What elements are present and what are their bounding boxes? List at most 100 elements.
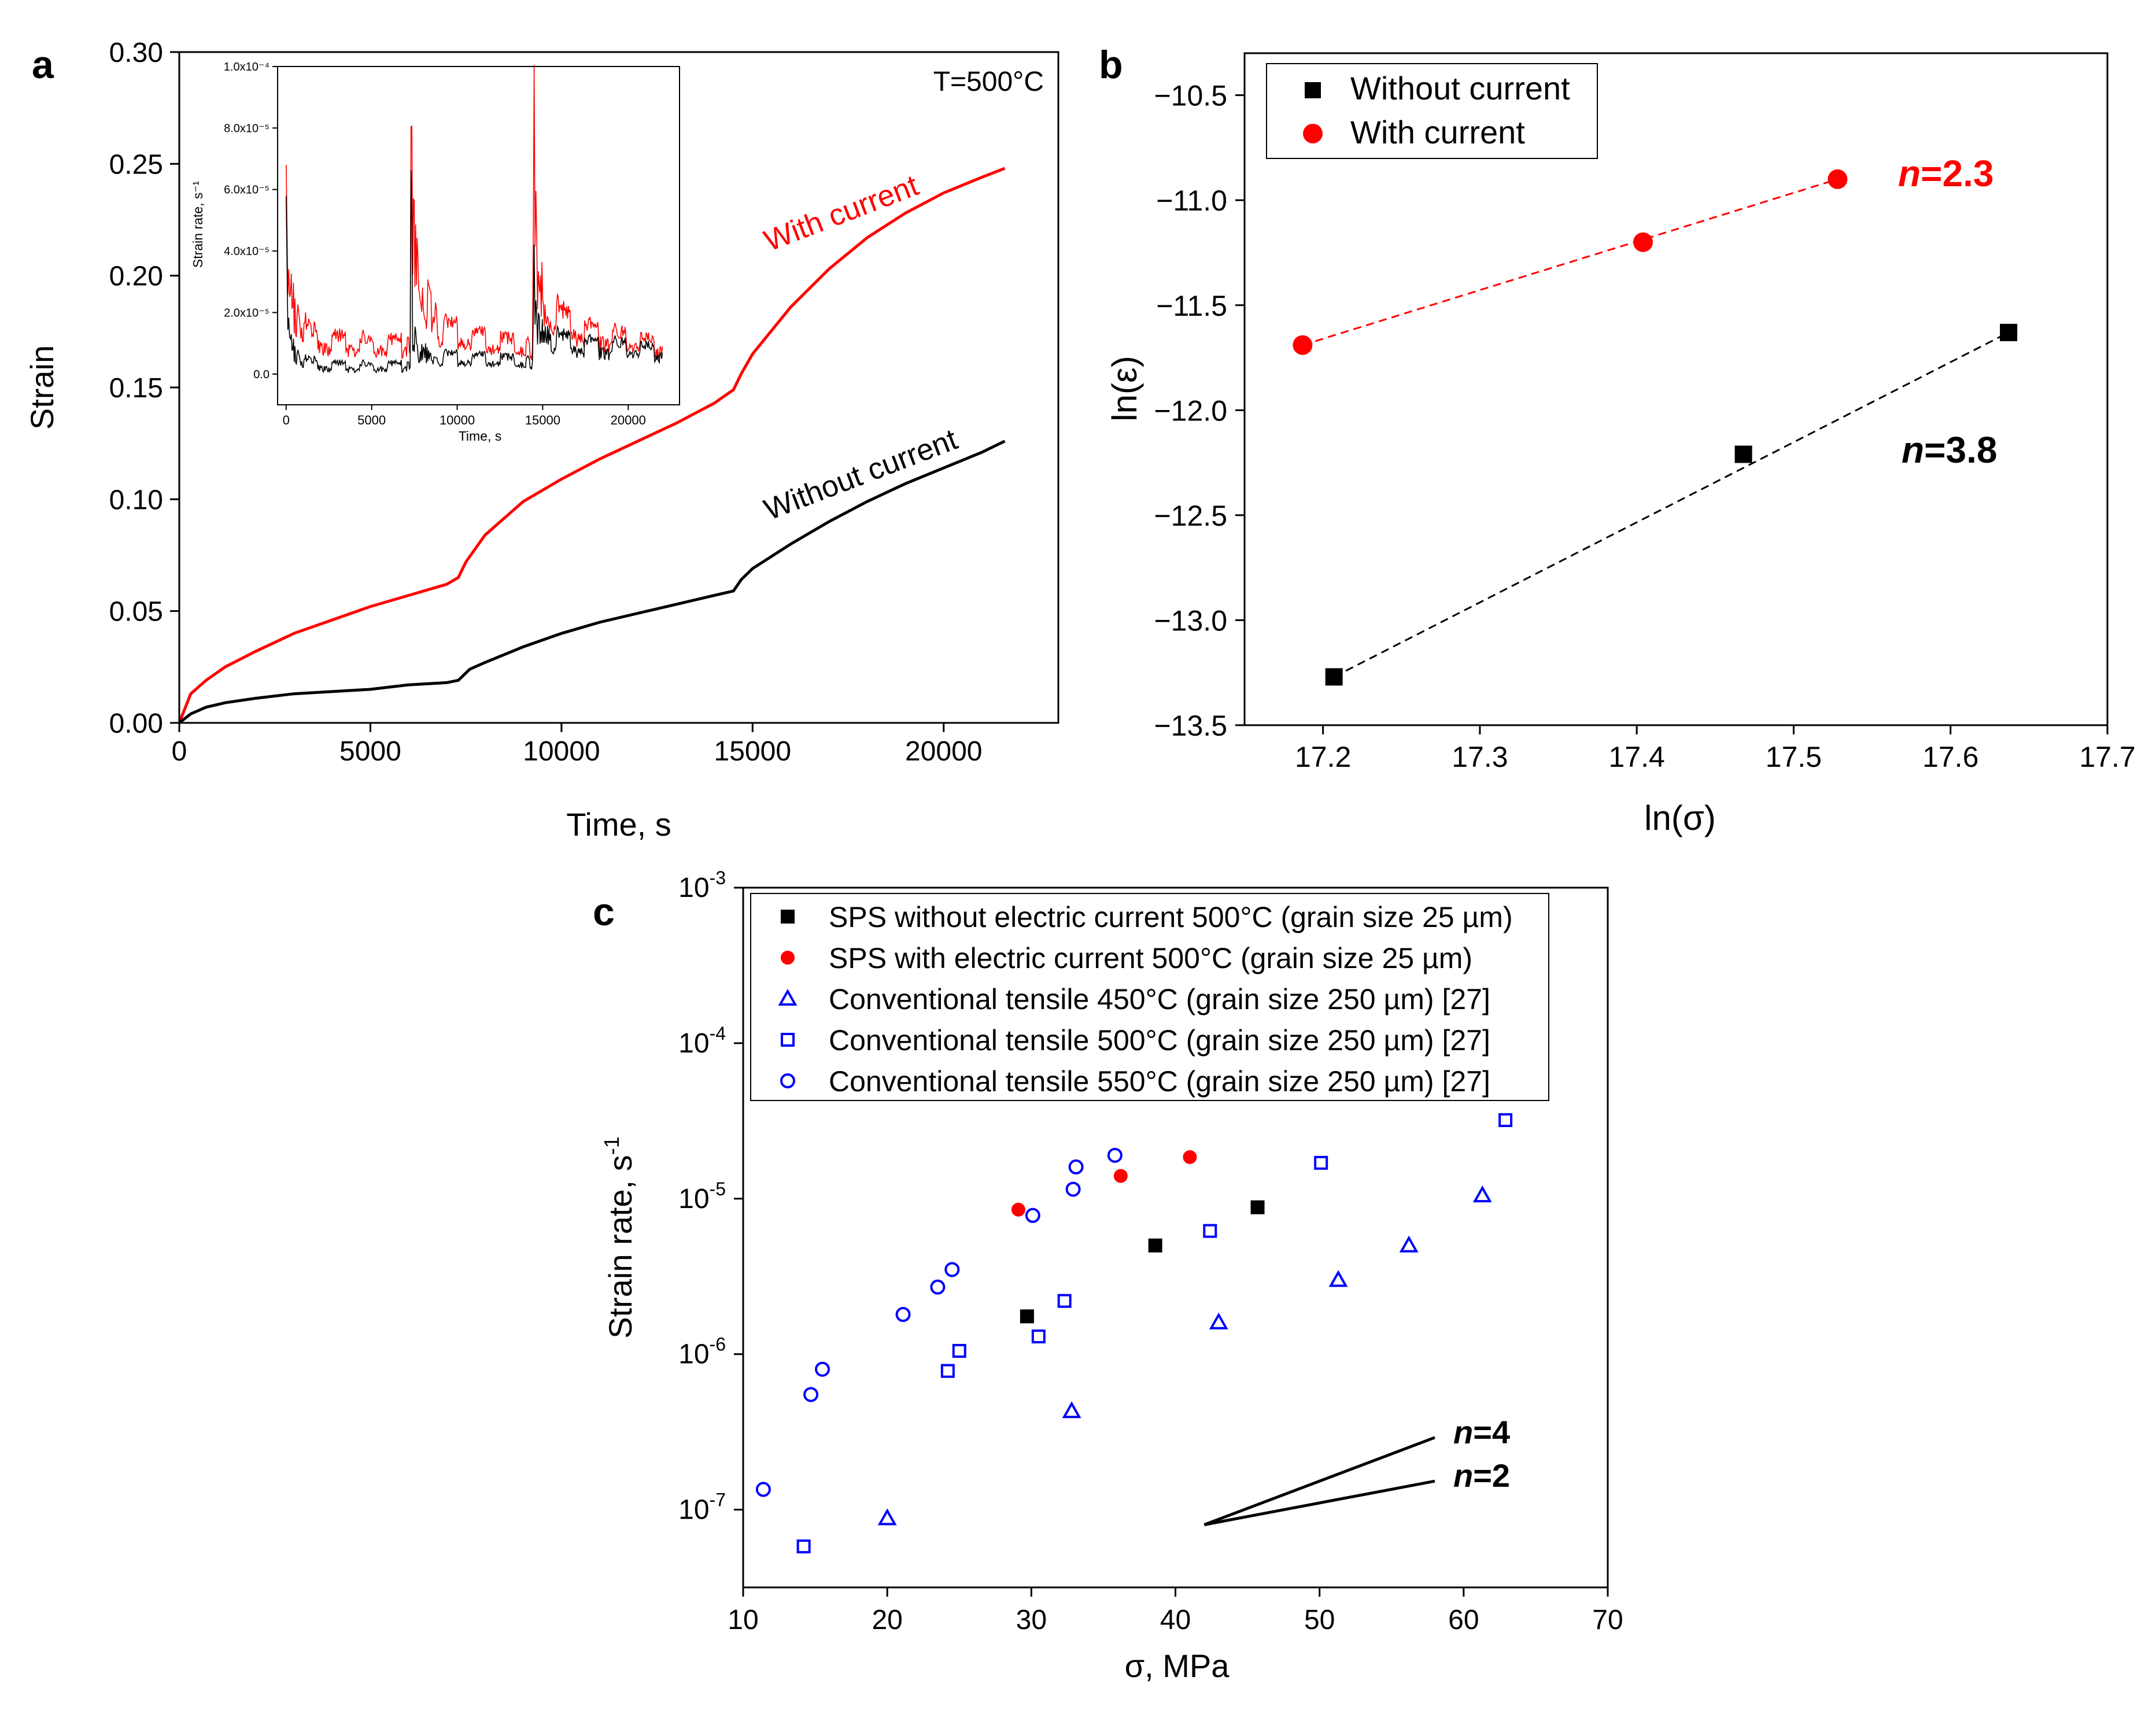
data-point: [952, 1343, 966, 1358]
y-tick-label: −10.5: [1154, 80, 1227, 112]
fit-line: [1302, 178, 1838, 346]
y-tick-exponent: -3: [710, 867, 726, 888]
y-tick-label: 0.05: [109, 597, 163, 627]
data-point: [1183, 1150, 1197, 1164]
series-line-without-current: [178, 439, 1006, 724]
data-point: [1498, 1113, 1513, 1127]
inset-x-tick-label: 10000: [440, 413, 475, 427]
x-tick-label: 40: [1160, 1605, 1191, 1635]
without-current-annotation: Without current: [760, 423, 962, 527]
legend-marker-circle: [1303, 124, 1323, 143]
panel-a-xlabel: Time, s: [566, 806, 671, 843]
data-point: [1011, 1202, 1025, 1217]
panel-b: 17.2 17.3 17.4 17.5 17.6 17.7 −13.5 −13.0 −12.5 −…: [1105, 52, 2136, 837]
data-point: [1250, 1200, 1265, 1214]
x-tick-label: 17.2: [1295, 741, 1351, 773]
with-current-annotation: With current: [760, 168, 924, 258]
x-tick-label: 20000: [905, 736, 982, 767]
legend-entries: SPS without electric current 500°C (grai…: [778, 901, 1513, 1098]
legend-label: Conventional tensile 450°C (grain size 2…: [829, 983, 1490, 1015]
inset-y-tick-label: 2.0x10⁻⁵: [224, 306, 270, 319]
panel-b-series: [1293, 169, 2018, 686]
x-tick-label: 50: [1304, 1605, 1335, 1635]
legend-label: SPS without electric current 500°C (grai…: [829, 901, 1513, 933]
fit-line: [1333, 331, 2009, 678]
panel-a: 0 5000 10000 15000 200000.000.050.100.150.20…: [24, 38, 1059, 843]
inset-x-tick-label: 5000: [357, 413, 386, 427]
inset-xlabel: Time, s: [459, 429, 502, 444]
x-tick-label: 15000: [714, 736, 791, 767]
data-point: [796, 1539, 811, 1554]
data-point-circle: [1293, 335, 1313, 355]
data-point-square: [2000, 323, 2018, 341]
slope-guide-line: [1203, 1436, 1435, 1526]
data-point-square: [1734, 445, 1752, 463]
panel-c-xlabel: σ, MPa: [1125, 1648, 1230, 1684]
data-point: [815, 1361, 830, 1377]
data-point-square: [1325, 668, 1343, 686]
inset-line-without-current: [286, 170, 663, 374]
legend-marker: [781, 1033, 795, 1047]
n-label-without-current: n=3.8: [1902, 429, 1997, 471]
panel-b-ticks: 17.2 17.3 17.4 17.5 17.6 17.7 −13.5 −13.0 −12.5 −…: [1154, 80, 2135, 773]
legend-marker: [781, 951, 795, 965]
legend-label: Conventional tensile 500°C (grain size 2…: [829, 1024, 1490, 1057]
inset-ylabel: Strain rate, s⁻¹: [190, 181, 205, 268]
ylabel-main: Strain rate, s: [602, 1155, 638, 1338]
legend-label-without-current: Without current: [1350, 70, 1570, 106]
y-tick-base: 10: [678, 873, 709, 903]
x-tick-label: 10000: [523, 736, 600, 767]
x-tick-label: 10: [728, 1605, 758, 1635]
x-tick-label: 17.6: [1922, 741, 1978, 773]
panel-c-frame: [742, 887, 1609, 1589]
data-point: [1148, 1238, 1162, 1253]
panel-a-series: [178, 167, 1006, 724]
panel-a-ticks: 0 5000 10000 15000 200000.000.050.100.150.20…: [109, 38, 983, 767]
inset-y-tick-label: 1.0x10⁻⁴: [224, 61, 270, 73]
data-point: [755, 1482, 771, 1497]
y-tick-label: 10-6: [678, 1334, 726, 1370]
legend-marker: [778, 988, 798, 1006]
x-tick-label: 70: [1592, 1605, 1623, 1635]
data-point: [944, 1262, 960, 1277]
data-point: [1472, 1185, 1492, 1203]
x-tick-label: 60: [1448, 1605, 1479, 1635]
slope-guide-label: n=4: [1453, 1414, 1510, 1450]
y-tick-label: 0.25: [109, 149, 163, 180]
inset-y-tick-label: 6.0x10⁻⁵: [224, 184, 270, 197]
y-tick-exponent: -6: [710, 1334, 726, 1355]
data-point: [1328, 1270, 1348, 1287]
n-value: =2.3: [1921, 153, 1993, 194]
y-tick-label: −11.5: [1156, 290, 1227, 322]
y-tick-exponent: -4: [710, 1023, 726, 1044]
y-tick-label: −12.5: [1154, 500, 1227, 532]
y-tick-label: 10-3: [678, 867, 726, 903]
n-symbol: n: [1898, 153, 1921, 194]
y-tick-label: 0.15: [109, 373, 163, 404]
data-point: [1314, 1155, 1328, 1170]
data-point: [877, 1508, 897, 1526]
inset-ticks: 0 5000 10000 15000 20000 0.0 2.0x10⁻⁵ 4.0x10⁻⁵ 6…: [224, 61, 646, 427]
n-symbol: n: [1453, 1414, 1473, 1450]
panel-c-series: [755, 1113, 1513, 1554]
inset-frame: [277, 66, 680, 405]
n-label-with-current: n=2.3: [1898, 153, 1993, 194]
data-point: [930, 1279, 946, 1295]
y-tick-label: 0.00: [109, 708, 163, 739]
panel-label-c: c: [593, 890, 615, 934]
y-tick-base: 10: [678, 1339, 709, 1370]
data-point-circle: [1633, 232, 1653, 252]
legend-label: Conventional tensile 550°C (grain size 2…: [829, 1065, 1490, 1098]
data-point: [1057, 1294, 1072, 1308]
data-point: [1399, 1235, 1419, 1253]
panel-b-ylabel: ln(ε): [1105, 356, 1144, 421]
x-tick-label: 17.4: [1609, 741, 1665, 773]
ylabel-superscript: -1: [600, 1136, 623, 1155]
data-point: [895, 1307, 911, 1323]
y-tick-label: 10-7: [678, 1490, 726, 1526]
n-symbol: n: [1902, 429, 1924, 471]
legend-marker: [780, 1073, 795, 1088]
